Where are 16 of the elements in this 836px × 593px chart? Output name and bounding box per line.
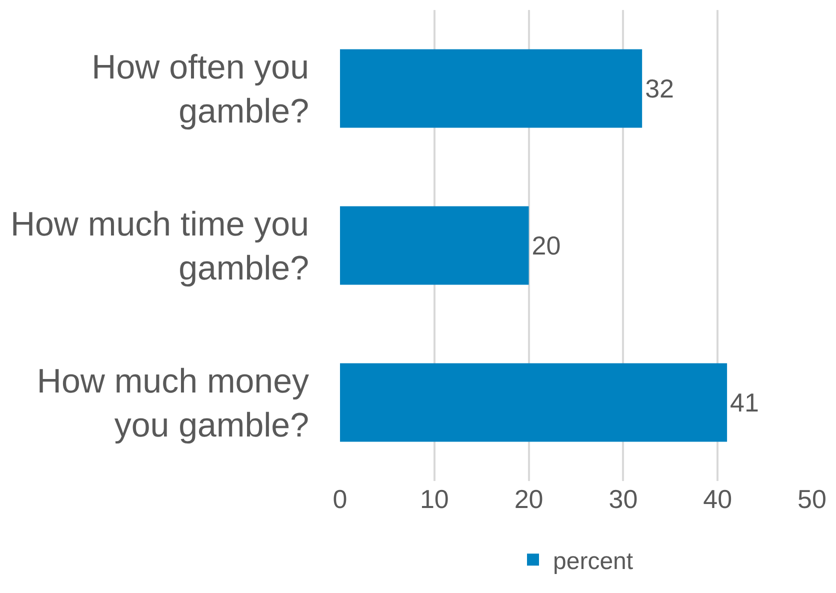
x-tick-label: 20 bbox=[514, 484, 544, 514]
legend-label: percent bbox=[553, 548, 634, 575]
data-label: 32 bbox=[645, 74, 674, 104]
bar bbox=[340, 363, 728, 442]
data-label: 41 bbox=[730, 388, 759, 418]
x-tick-label: 0 bbox=[332, 484, 348, 514]
bar bbox=[340, 206, 529, 285]
bar bbox=[340, 49, 642, 128]
x-tick-label: 50 bbox=[798, 484, 826, 514]
x-tick-label: 10 bbox=[420, 484, 449, 514]
x-tick-label: 30 bbox=[608, 484, 638, 514]
data-label: 20 bbox=[532, 230, 561, 260]
x-tick-label: 40 bbox=[703, 484, 732, 514]
y-tick-label: How much time you gamble? bbox=[10, 205, 309, 288]
y-tick-label: How much money you gamble? bbox=[36, 362, 309, 444]
y-tick-label: How often you gamble? bbox=[92, 48, 309, 130]
